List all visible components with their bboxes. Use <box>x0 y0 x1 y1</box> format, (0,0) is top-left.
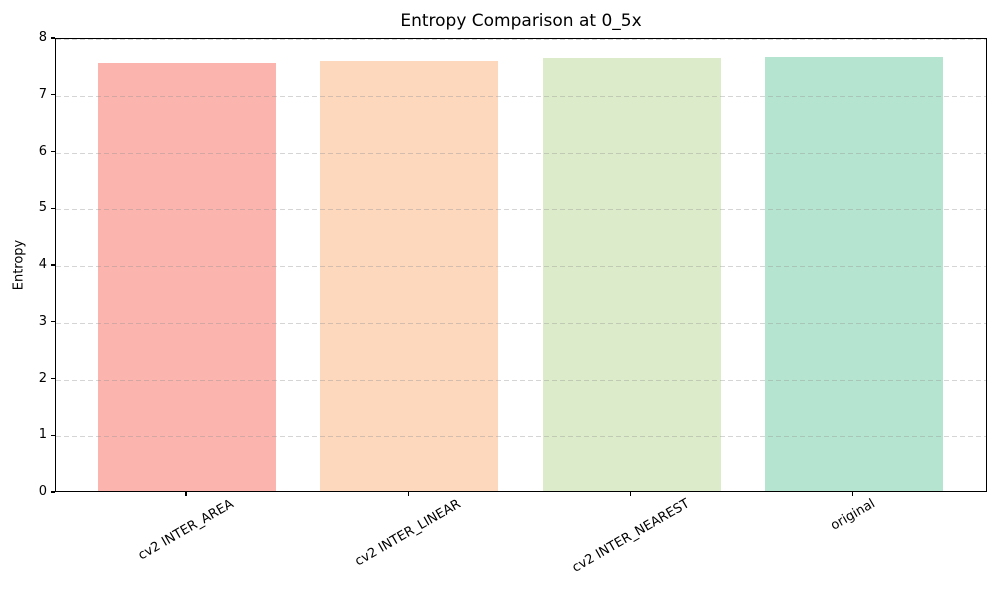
y-tick-label: 7 <box>38 86 47 102</box>
bar-cv2-inter-area <box>98 62 276 491</box>
y-tick-mark <box>51 434 55 436</box>
x-tick-mark <box>407 492 409 496</box>
y-tick-mark <box>51 37 55 39</box>
x-tick-label: cv2 INTER_LINEAR <box>352 496 464 570</box>
y-tick-mark <box>51 491 55 493</box>
bar-original <box>764 56 943 491</box>
y-tick-label: 3 <box>38 313 47 329</box>
x-tick-mark <box>852 492 854 496</box>
plot-area <box>55 38 987 492</box>
y-tick-label: 2 <box>38 370 47 386</box>
chart-title: Entropy Comparison at 0_5x <box>400 11 642 31</box>
y-tick-label: 0 <box>38 484 47 499</box>
bars-layer <box>56 39 986 491</box>
x-tick-mark <box>630 492 632 496</box>
y-tick-label: 1 <box>38 427 47 443</box>
y-tick-label: 4 <box>38 257 47 272</box>
bar-cv2-inter-nearest <box>542 58 721 491</box>
y-tick-mark <box>51 264 55 266</box>
y-tick-mark <box>51 150 55 153</box>
bar-cv2-inter-linear <box>320 61 499 491</box>
x-tick-label: cv2 INTER_NEAREST <box>569 496 692 576</box>
y-tick-mark <box>51 207 55 209</box>
x-tick-label: original <box>828 496 878 534</box>
x-tick-label: cv2 INTER_AREA <box>135 496 237 564</box>
y-tick-mark <box>51 321 55 323</box>
x-tick-mark <box>185 492 187 496</box>
y-tick-mark <box>51 94 55 96</box>
y-tick-label: 5 <box>38 200 47 216</box>
y-tick-mark <box>51 377 55 380</box>
y-tick-label: 6 <box>38 143 47 159</box>
y-tick-label: 8 <box>38 30 47 45</box>
